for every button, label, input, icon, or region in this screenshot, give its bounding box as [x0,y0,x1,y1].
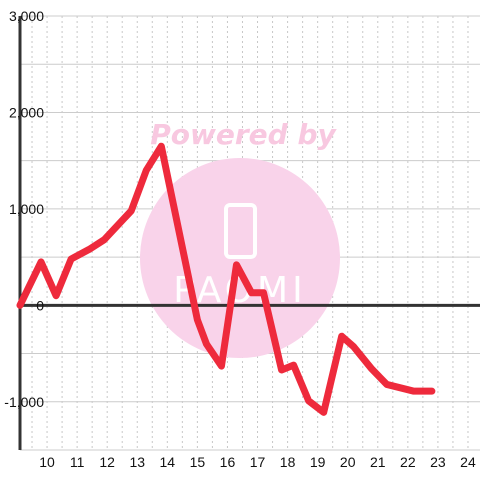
series-layer [16,142,436,416]
x-tick-label: 23 [430,454,446,470]
x-tick-label: 16 [220,454,236,470]
y-tick-label: 1,000 [9,201,44,217]
x-tick-label: 10 [39,454,55,470]
watermark-phone-icon [224,203,257,259]
x-tick-label: 24 [460,454,476,470]
y-tick-label: 0 [36,297,44,313]
x-tick-label: 18 [280,454,296,470]
watermark-powered-by: Powered by [150,118,337,151]
axis-layer [18,16,480,450]
x-tick-label: 20 [340,454,356,470]
x-tick-label: 17 [250,454,266,470]
watermark: Powered by PAOMI [140,118,340,358]
y-tick-label: 2,000 [9,104,44,120]
x-tick-label: 22 [400,454,416,470]
series-line [16,142,436,416]
tick-labels: -1,000 0 1,000 2,000 3,000 10 11 12 13 14 15 16 17 18… [4,8,476,470]
x-tick-label: 13 [129,454,145,470]
x-tick-label: 21 [370,454,386,470]
y-tick-label: 3,000 [9,8,44,24]
x-tick-label: 14 [160,454,176,470]
x-tick-label: 19 [310,454,326,470]
x-tick-label: 11 [70,454,85,470]
x-tick-label: 12 [99,454,115,470]
y-tick-label: -1,000 [4,394,44,410]
x-tick-label: 15 [190,454,206,470]
